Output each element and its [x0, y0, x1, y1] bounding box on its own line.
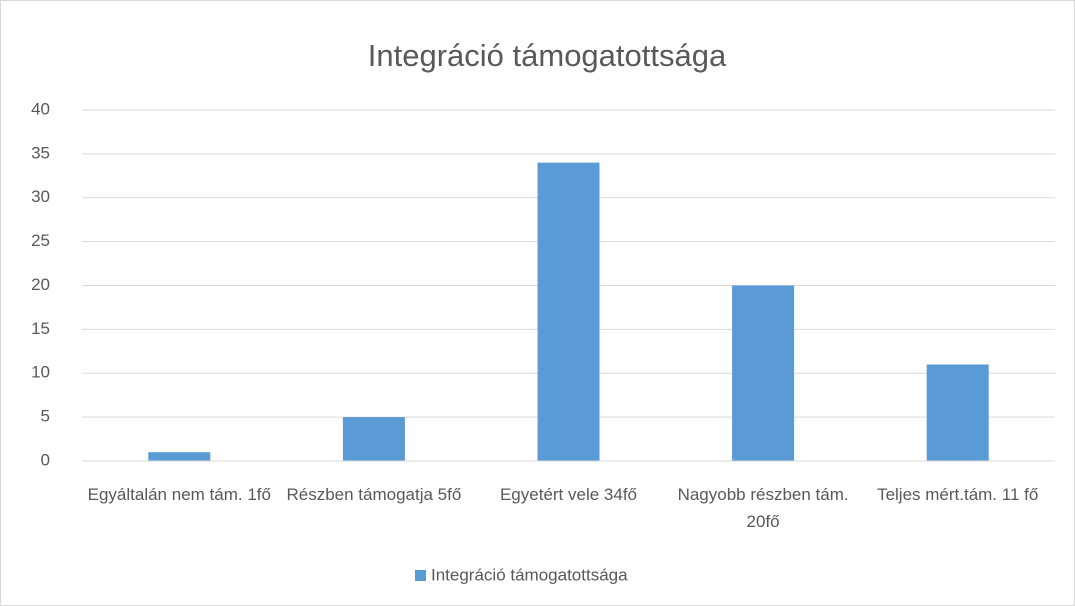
- bar: [537, 162, 600, 461]
- y-tick-label: 40: [31, 99, 50, 118]
- y-tick-label: 30: [31, 187, 50, 206]
- legend-label: Integráció támogatottsága: [431, 565, 628, 584]
- x-tick-label: Részben támogatja 5fő: [286, 485, 462, 504]
- x-tick-label: Egyáltalán nem tám. 1fő: [87, 485, 271, 504]
- y-tick-label: 35: [31, 143, 50, 162]
- y-tick-label: 15: [31, 319, 50, 338]
- legend-swatch: [415, 570, 426, 581]
- y-tick-label: 25: [31, 231, 50, 250]
- y-tick-label: 10: [31, 363, 50, 382]
- x-tick-label: Egyetért vele 34fő: [499, 485, 637, 504]
- bar: [342, 417, 405, 461]
- chart-title: Integráció támogatottsága: [368, 38, 727, 73]
- y-tick-label: 0: [41, 450, 50, 469]
- y-tick-label: 5: [41, 407, 50, 426]
- bar: [732, 285, 795, 461]
- bar: [148, 452, 211, 461]
- x-tick-label: Nagyobb részben tám. 20fő: [677, 485, 849, 531]
- bar: [926, 364, 989, 461]
- x-tick-label: Teljes mért.tám. 11 fő: [877, 485, 1039, 504]
- y-tick-label: 20: [31, 275, 50, 294]
